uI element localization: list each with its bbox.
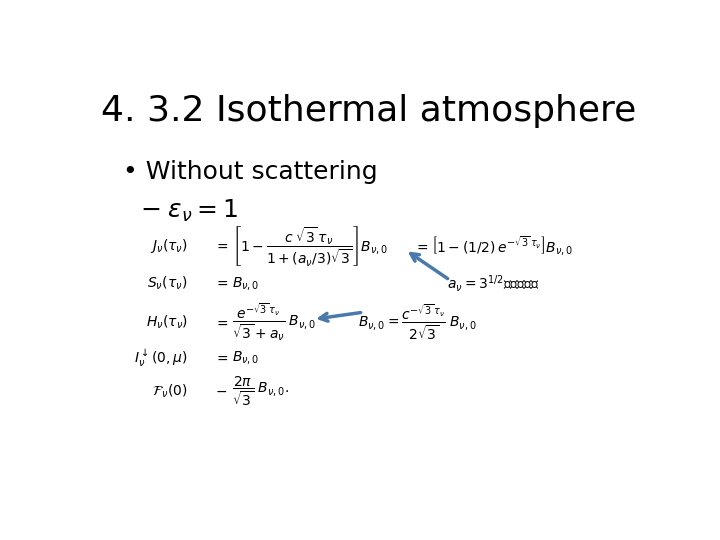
Text: $B_{\nu,0}$: $B_{\nu,0}$ [233,275,260,292]
Text: $S_\nu(\tau_\nu)$: $S_\nu(\tau_\nu)$ [147,274,188,292]
Text: 4. 3.2 Isothermal atmosphere: 4. 3.2 Isothermal atmosphere [102,94,636,128]
Text: $B_{\nu,0}$: $B_{\nu,0}$ [233,349,260,367]
Text: $\mathcal{F}_\nu(0)$: $\mathcal{F}_\nu(0)$ [152,382,188,400]
Text: $\dfrac{e^{-\sqrt{3}\,\tau_\nu}}{\sqrt{3}+a_\nu}\;B_{\nu,0}$: $\dfrac{e^{-\sqrt{3}\,\tau_\nu}}{\sqrt{3… [233,302,317,343]
Text: $=$: $=$ [214,239,228,253]
Text: • Without scattering: • Without scattering [124,160,378,185]
Text: $-$: $-$ [215,384,228,398]
Text: $\left[1 - \dfrac{c\;\sqrt{3}\,\tau_\nu}{1+(a_\nu/3)\sqrt{3}}\right] B_{\nu,0}$: $\left[1 - \dfrac{c\;\sqrt{3}\,\tau_\nu}… [233,224,389,268]
Text: $H_\nu(\tau_\nu)$: $H_\nu(\tau_\nu)$ [145,314,188,332]
Text: $a_\nu = 3^{1/2}$とおくと、: $a_\nu = 3^{1/2}$とおくと、 [447,273,540,294]
Text: $I^\downarrow_\nu(0,\mu)$: $I^\downarrow_\nu(0,\mu)$ [134,347,188,369]
Text: $= \left[1-(1/2)\,e^{-\sqrt{3}\,\tau_\nu}\right] B_{\nu,0}$: $= \left[1-(1/2)\,e^{-\sqrt{3}\,\tau_\nu… [413,234,573,257]
Text: $B_{\nu,0} = \dfrac{c^{-\sqrt{3}\,\tau_\nu}}{2\sqrt{3}}\;B_{\nu,0}$: $B_{\nu,0} = \dfrac{c^{-\sqrt{3}\,\tau_\… [358,303,477,342]
Text: $J_\nu(\tau_\nu)$: $J_\nu(\tau_\nu)$ [150,237,188,255]
Text: $=$: $=$ [214,276,228,290]
Text: $=$: $=$ [214,351,228,365]
Text: $=$: $=$ [214,315,228,329]
Text: $-\;\varepsilon_\nu = 1$: $-\;\varepsilon_\nu = 1$ [140,198,238,224]
Text: $\dfrac{2\pi}{\sqrt{3}}\;B_{\nu,0}.$: $\dfrac{2\pi}{\sqrt{3}}\;B_{\nu,0}.$ [233,375,289,408]
